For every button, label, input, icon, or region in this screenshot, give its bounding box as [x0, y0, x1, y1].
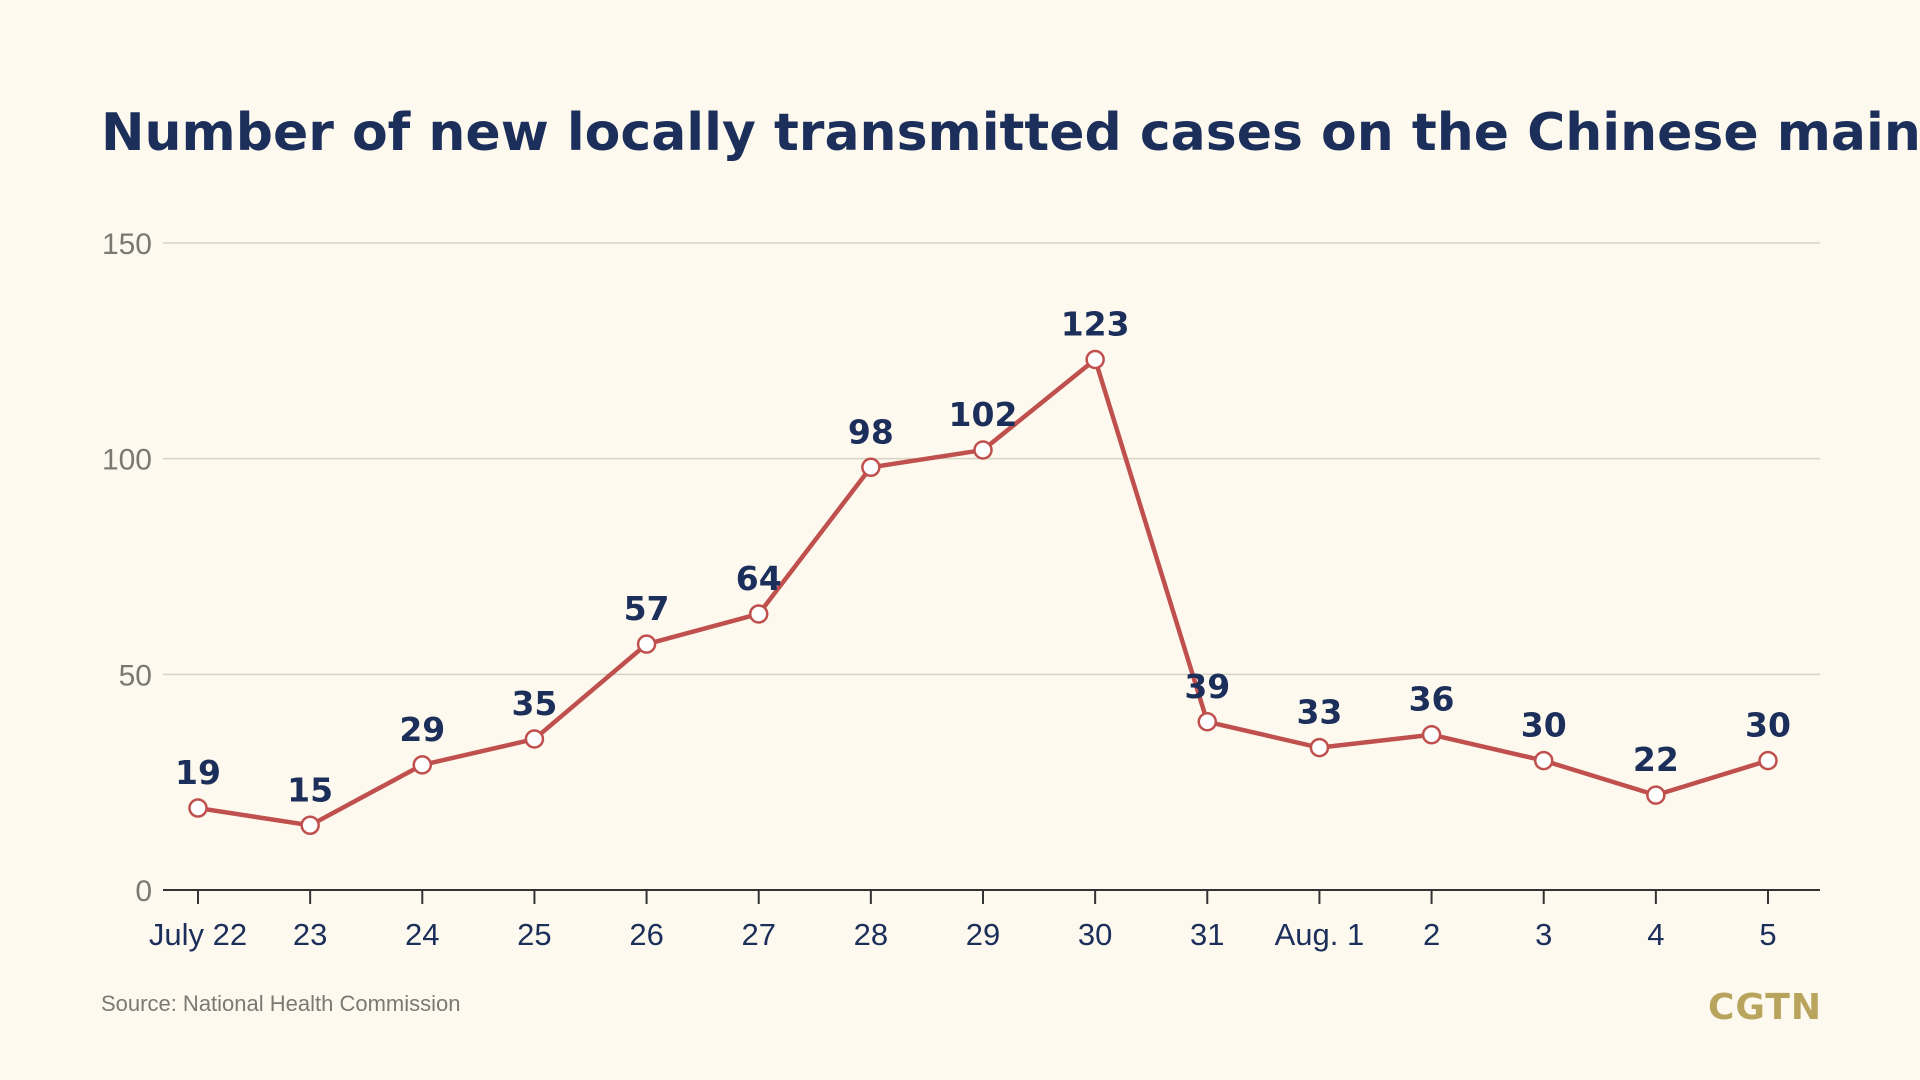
- y-tick-label-0: 0: [135, 875, 152, 908]
- x-tick-label-6: 28: [854, 917, 888, 952]
- y-tick-label-150: 150: [102, 228, 152, 261]
- data-label-2: 29: [399, 710, 445, 749]
- grid-lines: [163, 242, 1820, 676]
- data-label-0: 19: [175, 753, 221, 792]
- data-point-0: [188, 798, 208, 818]
- x-tick-label-0: July 22: [149, 917, 247, 952]
- data-label-10: 33: [1296, 693, 1342, 732]
- data-point-3: [524, 729, 545, 749]
- y-axis-ticks: 0 50 100 150: [102, 228, 152, 908]
- x-tick-label-2: 24: [405, 917, 439, 952]
- data-label-8: 123: [1061, 304, 1130, 343]
- data-labels: 19 15 29 35 57 64 98 102 123 39 33 36 30 22 30: [175, 304, 1791, 809]
- data-point-4: [636, 634, 657, 654]
- x-tick-label-1: 23: [293, 917, 327, 952]
- data-point-8: [1085, 349, 1105, 370]
- data-point-7: [973, 440, 993, 460]
- data-label-14: 30: [1745, 706, 1791, 745]
- chart-title: Number of new locally transmitted cases …: [101, 103, 1920, 163]
- x-tick-label-11: 2: [1423, 917, 1440, 952]
- cgtn-logo: CGTN: [1708, 987, 1822, 1028]
- x-tick-label-14: 5: [1759, 917, 1776, 952]
- data-label-5: 64: [736, 559, 782, 598]
- data-point-1: [300, 815, 320, 836]
- x-tick-label-3: 25: [517, 917, 551, 952]
- x-tick-label-5: 27: [741, 917, 775, 952]
- data-point-6: [861, 457, 881, 478]
- data-label-13: 22: [1633, 740, 1679, 779]
- data-label-7: 102: [949, 395, 1018, 434]
- data-point-11: [1421, 724, 1442, 745]
- data-point-14: [1758, 750, 1778, 771]
- data-label-9: 39: [1184, 667, 1230, 706]
- x-tick-label-10: Aug. 1: [1275, 917, 1365, 952]
- y-tick-label-50: 50: [119, 659, 152, 692]
- data-label-1: 15: [287, 770, 333, 809]
- data-label-4: 57: [624, 589, 670, 628]
- x-tick-label-9: 31: [1190, 917, 1224, 952]
- data-label-11: 36: [1409, 680, 1455, 719]
- data-label-12: 30: [1521, 706, 1567, 745]
- y-tick-label-100: 100: [102, 444, 152, 477]
- x-tick-label-4: 26: [629, 917, 663, 952]
- x-tick-label-8: 30: [1078, 917, 1112, 952]
- data-point-2: [412, 755, 433, 775]
- x-tick-label-13: 4: [1647, 917, 1664, 952]
- markers: [188, 349, 1778, 836]
- x-tick-label-12: 3: [1535, 917, 1552, 952]
- source-note: Source: National Health Commission: [101, 991, 461, 1016]
- data-point-10: [1309, 737, 1330, 758]
- data-point-13: [1646, 785, 1666, 805]
- data-point-12: [1533, 750, 1554, 771]
- data-point-5: [748, 604, 769, 624]
- data-label-6: 98: [848, 412, 894, 451]
- data-label-3: 35: [511, 684, 557, 723]
- data-point-9: [1197, 712, 1218, 732]
- x-tick-label-7: 29: [966, 917, 1000, 952]
